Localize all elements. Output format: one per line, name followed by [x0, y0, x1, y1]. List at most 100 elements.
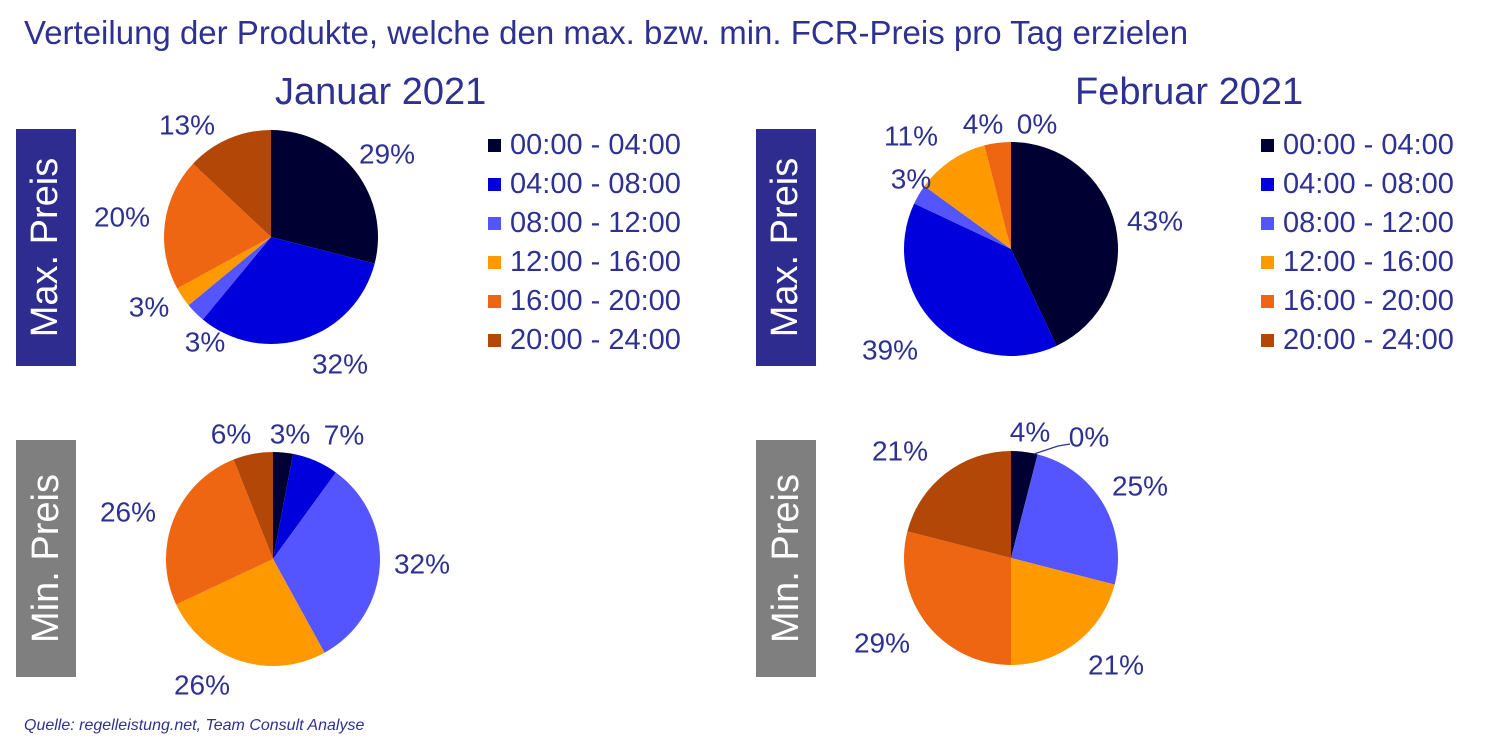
legend-label: 00:00 - 04:00 — [1283, 129, 1454, 161]
pie-slice-08-00-12-00 — [273, 472, 380, 653]
pie-slice-04-00-08-00 — [202, 237, 375, 344]
legend-februar: 00:00 - 04:00 04:00 - 08:00 08:00 - 12:0… — [1261, 126, 1454, 360]
legend-swatch — [1261, 334, 1274, 347]
legend-item: 04:00 - 08:00 — [488, 165, 681, 204]
legend-item: 00:00 - 04:00 — [488, 126, 681, 165]
legend-swatch — [488, 295, 501, 308]
legend-item: 20:00 - 24:00 — [1261, 321, 1454, 360]
data-label: 39% — [862, 334, 918, 365]
data-label: 26% — [174, 669, 230, 700]
pie-slice-20-00-24-00 — [193, 130, 271, 237]
legend-swatch — [1261, 295, 1274, 308]
data-label: 32% — [312, 348, 368, 379]
data-label: 26% — [100, 496, 156, 527]
pie-slice-08-00-12-00 — [914, 186, 1011, 249]
legend-januar: 00:00 - 04:00 04:00 - 08:00 08:00 - 12:0… — [488, 126, 681, 360]
chart-title: Verteilung der Produkte, welche den max.… — [24, 14, 1189, 51]
pie-slice-16-00-20-00 — [164, 163, 271, 289]
pie-slice-00-00-04-00 — [1011, 451, 1038, 558]
data-label: 43% — [1127, 205, 1183, 236]
data-label: 0% — [1017, 108, 1057, 139]
data-label: 29% — [854, 627, 910, 658]
legend-swatch — [1261, 178, 1274, 191]
legend-item: 04:00 - 08:00 — [1261, 165, 1454, 204]
legend-label: 12:00 - 16:00 — [1283, 246, 1454, 278]
pie-chart-februar-min: 4% 0%25% 21% 29% 21% — [854, 416, 1168, 680]
data-label: 21% — [872, 435, 928, 466]
pie-slice-00-00-04-00 — [271, 130, 379, 264]
data-label: 3% — [185, 326, 225, 357]
pie-slice-00-00-04-00 — [1011, 142, 1119, 346]
legend-item: 08:00 - 12:00 — [1261, 204, 1454, 243]
legend-label: 04:00 - 08:00 — [1283, 168, 1454, 200]
pie-slice-12-00-16-00 — [1011, 558, 1115, 665]
data-label: 7% — [324, 419, 364, 450]
legend-label: 16:00 - 20:00 — [510, 285, 681, 317]
row-label-text: Min. Preis — [24, 474, 67, 643]
row-label-text: Min. Preis — [764, 474, 807, 643]
legend-label: 12:00 - 16:00 — [510, 246, 681, 278]
legend-swatch — [488, 178, 501, 191]
legend-swatch — [488, 139, 501, 152]
legend-swatch — [1261, 256, 1274, 269]
data-label: 13% — [159, 109, 215, 140]
legend-label: 16:00 - 20:00 — [1283, 285, 1454, 317]
row-label-max-februar: Max. Preis — [756, 129, 816, 366]
pie-slice-08-00-12-00 — [1011, 454, 1119, 585]
legend-swatch — [1261, 139, 1274, 152]
legend-label: 08:00 - 12:00 — [510, 207, 681, 239]
pie-chart-januar-min: 3% 7% 32% 26% 26% 6% — [100, 418, 450, 700]
legend-label: 20:00 - 24:00 — [510, 324, 681, 356]
leader-line — [1033, 443, 1071, 455]
data-label: 3% — [891, 163, 931, 194]
pie-slice-16-00-20-00 — [903, 531, 1011, 665]
pie-slice-20-00-24-00 — [907, 451, 1011, 558]
pie-slice-08-00-12-00 — [188, 237, 271, 320]
legend-item: 20:00 - 24:00 — [488, 321, 681, 360]
data-label: 20% — [94, 201, 150, 232]
legend-item: 16:00 - 20:00 — [488, 282, 681, 321]
legend-swatch — [488, 217, 501, 230]
data-label: 4% — [1010, 416, 1050, 447]
month-title-februar: Februar 2021 — [1075, 71, 1304, 113]
pie-slice-16-00-20-00 — [165, 459, 273, 605]
row-label-max-januar: Max. Preis — [16, 129, 76, 366]
legend-item: 16:00 - 20:00 — [1261, 282, 1454, 321]
pie-slice-12-00-16-00 — [924, 145, 1011, 249]
data-label: 3% — [270, 418, 310, 449]
legend-label: 20:00 - 24:00 — [1283, 324, 1454, 356]
legend-item: 08:00 - 12:00 — [488, 204, 681, 243]
data-label: 21% — [1088, 649, 1144, 680]
data-label: 25% — [1112, 470, 1168, 501]
legend-item: 00:00 - 04:00 — [1261, 126, 1454, 165]
data-label: 6% — [211, 418, 251, 449]
data-label: 11% — [884, 120, 938, 151]
data-label: 0% — [1069, 421, 1109, 452]
row-label-text: Max. Preis — [24, 157, 67, 338]
legend-swatch — [488, 256, 501, 269]
legend-swatch — [1261, 217, 1274, 230]
legend-item: 12:00 - 16:00 — [488, 243, 681, 282]
data-label: 4% — [963, 108, 1003, 139]
data-label: 3% — [129, 291, 169, 322]
legend-swatch — [488, 334, 501, 347]
pie-slice-12-00-16-00 — [176, 559, 325, 666]
pie-slice-04-00-08-00 — [903, 203, 1057, 357]
pie-slice-16-00-20-00 — [984, 142, 1011, 249]
month-title-januar: Januar 2021 — [275, 71, 487, 113]
pie-slice-12-00-16-00 — [177, 237, 271, 306]
pie-chart-februar-max: 43% 39% 3% 11% 4% 0% — [862, 108, 1183, 365]
data-label: 29% — [359, 138, 415, 169]
pie-slice-20-00-24-00 — [233, 452, 273, 559]
legend-label: 00:00 - 04:00 — [510, 129, 681, 161]
row-label-min-januar: Min. Preis — [16, 440, 76, 677]
pie-slice-00-00-04-00 — [273, 452, 294, 559]
legend-label: 08:00 - 12:00 — [1283, 207, 1454, 239]
source-note: Quelle: regelleistung.net, Team Consult … — [24, 717, 365, 734]
row-label-text: Max. Preis — [764, 157, 807, 338]
legend-item: 12:00 - 16:00 — [1261, 243, 1454, 282]
pie-slice-04-00-08-00 — [273, 453, 336, 559]
legend-label: 04:00 - 08:00 — [510, 168, 681, 200]
row-label-min-februar: Min. Preis — [756, 440, 816, 677]
pie-chart-januar-max: 29% 32% 3% 3% 20% 13% — [94, 109, 415, 379]
